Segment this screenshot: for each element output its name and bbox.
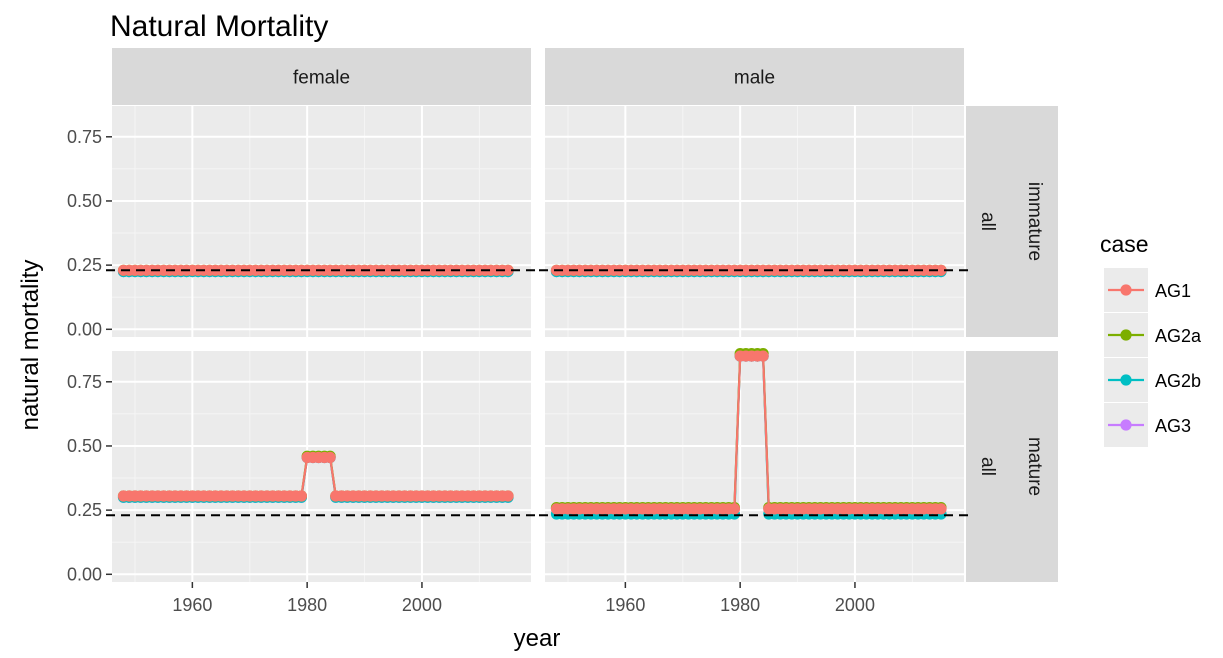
data-point-AG1 (324, 451, 336, 464)
x-tick-label: 1980 (287, 595, 327, 615)
column-strip-female (112, 48, 531, 105)
panel-male-immature (539, 106, 970, 337)
row-strip-label-all: all (977, 212, 998, 231)
x-tick-label: 1960 (172, 595, 212, 615)
legend-item-AG1: AG1 (1104, 268, 1191, 312)
x-tick-label: 2000 (402, 595, 442, 615)
column-strips: female male (112, 48, 964, 105)
data-point-AG1 (935, 503, 947, 515)
x-tick-label: 1980 (720, 595, 760, 615)
x-tick-label: 1960 (605, 595, 645, 615)
legend-label: AG2a (1155, 326, 1202, 346)
data-point-AG1 (728, 503, 741, 515)
row-strip-mature (966, 351, 1058, 582)
data-point-AG1 (502, 490, 514, 502)
series-AG1 (117, 451, 514, 502)
legend-label: AG2b (1155, 371, 1201, 391)
y-tick-label: 0.75 (67, 372, 102, 392)
legend-item-AG2a: AG2a (1104, 313, 1202, 357)
legend-item-AG2b: AG2b (1104, 358, 1201, 402)
y-tick-label: 0.75 (67, 127, 102, 147)
legend: case AG1 AG2a AG2b AG3 (1100, 231, 1202, 447)
chart-title: Natural Mortality (110, 10, 328, 43)
y-tick-label: 0.00 (67, 564, 102, 584)
row-strip-label-mature: mature (1024, 437, 1045, 496)
y-tick-label: 0.25 (67, 500, 102, 520)
data-point-AG1 (935, 264, 947, 276)
legend-dot (1120, 284, 1132, 296)
row-strips: immature all mature all (966, 106, 1058, 582)
x-tick-label: 2000 (835, 595, 875, 615)
y-tick-label: 0.50 (67, 436, 102, 456)
data-point-AG1 (295, 490, 307, 502)
legend-items: AG1 AG2a AG2b AG3 (1104, 268, 1202, 447)
facet-panels (106, 106, 970, 582)
legend-label: AG1 (1155, 281, 1191, 301)
series-AG1 (550, 350, 947, 515)
y-tick-label: 0.50 (67, 191, 102, 211)
legend-item-AG3: AG3 (1104, 403, 1191, 447)
data-point-AG1 (502, 264, 514, 276)
legend-dot (1120, 419, 1132, 431)
panel-female-mature (106, 351, 537, 582)
y-tick-label: 0.25 (67, 255, 102, 275)
panel-male-mature (539, 348, 970, 582)
column-strip-label: male (734, 68, 775, 89)
y-axis-ticks: 0.00 0.25 0.50 0.75 0.00 0.25 0.50 0.75 (67, 127, 112, 584)
panel-background (112, 351, 531, 582)
series-AG1 (117, 264, 514, 276)
x-axis-title: year (514, 625, 561, 652)
panel-female-immature (106, 106, 537, 337)
legend-dot (1120, 329, 1132, 341)
x-axis-ticks: 1960 1980 2000 1960 1980 2000 (172, 582, 875, 615)
legend-title: case (1100, 231, 1149, 257)
legend-label: AG3 (1155, 416, 1191, 436)
y-axis-title: natural mortality (17, 260, 44, 431)
row-strip-label-all: all (977, 457, 998, 476)
panel-background (112, 106, 531, 337)
row-strip-label-immature: immature (1024, 182, 1045, 261)
column-strip-male (545, 48, 964, 105)
panel-background (545, 351, 964, 582)
panel-background (545, 106, 964, 337)
legend-dot (1120, 374, 1132, 386)
column-strip-label: female (293, 68, 350, 89)
data-point-AG1 (757, 350, 769, 362)
y-tick-label: 0.00 (67, 319, 102, 339)
row-strip-immature (966, 106, 1058, 337)
